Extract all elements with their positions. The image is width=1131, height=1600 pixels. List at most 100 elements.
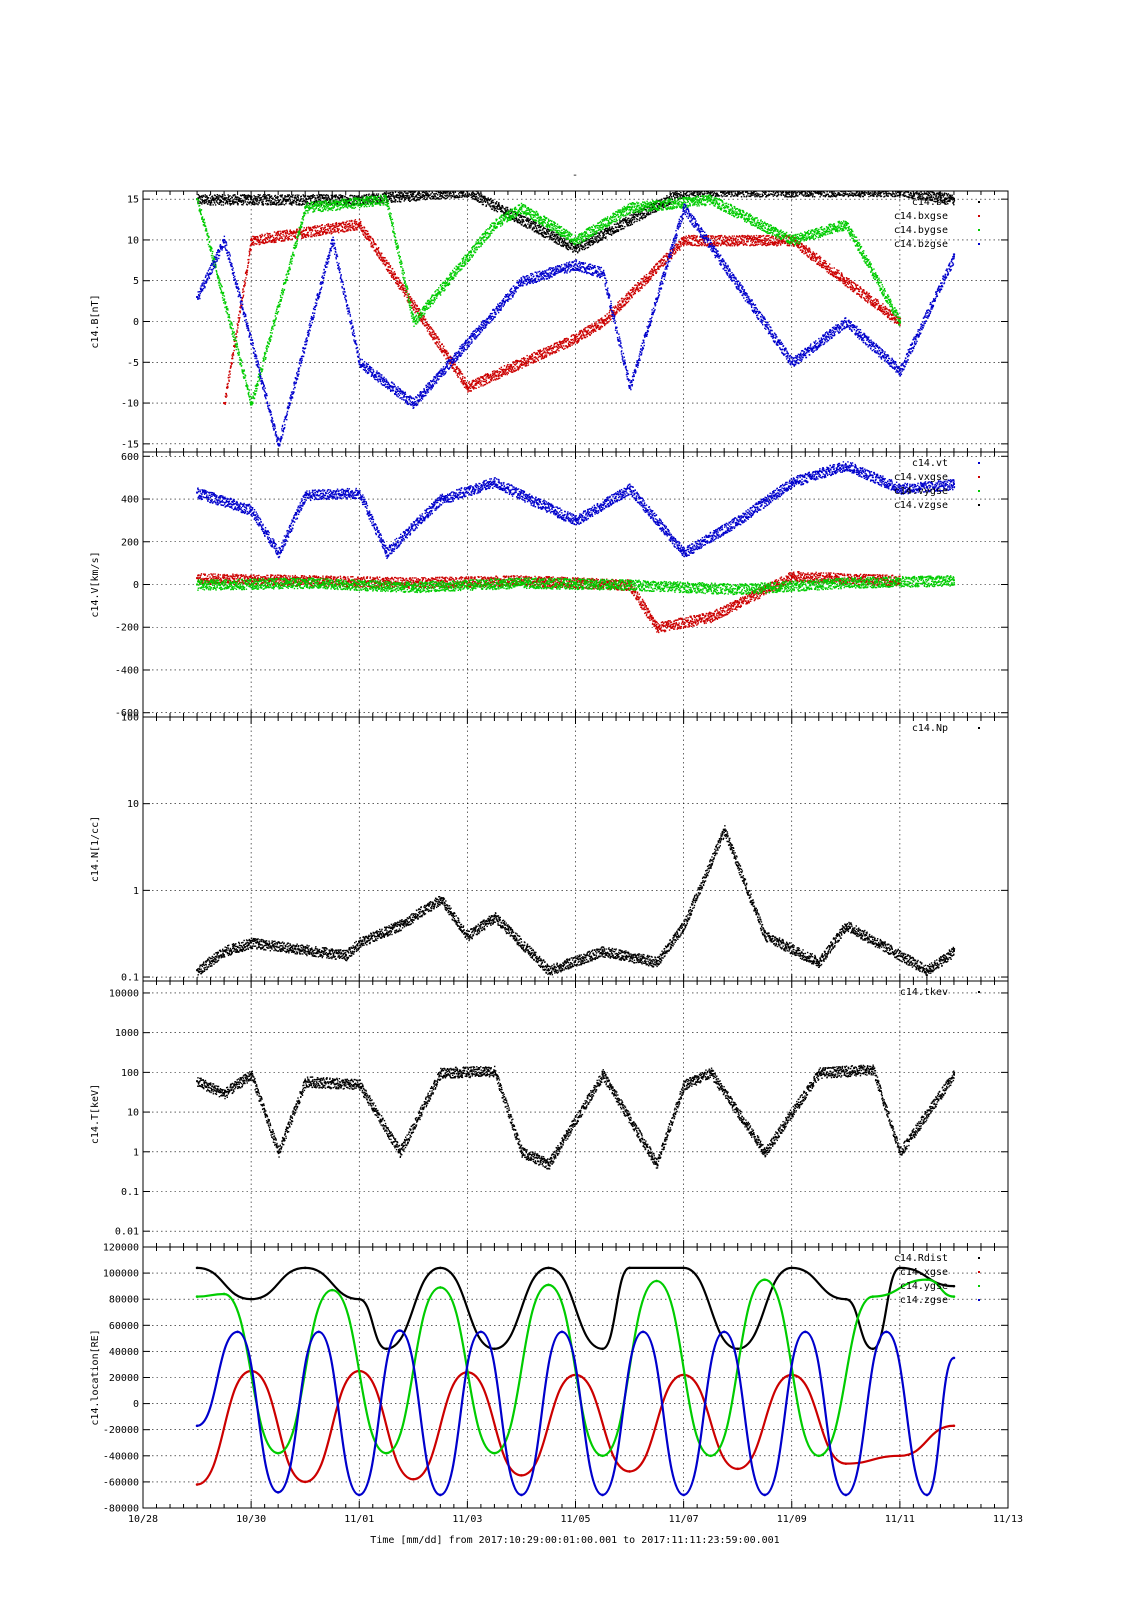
data-point — [402, 196, 404, 199]
data-point — [538, 230, 541, 232]
data-point — [907, 196, 910, 199]
data-point — [834, 192, 837, 195]
data-point — [234, 346, 236, 348]
data-point — [394, 273, 396, 276]
data-point — [464, 193, 467, 195]
data-point — [759, 196, 761, 198]
data-point — [750, 186, 751, 187]
data-point — [432, 196, 435, 198]
data-point — [701, 191, 703, 193]
data-point — [893, 189, 894, 190]
data-point — [825, 187, 826, 188]
data-point — [617, 230, 620, 233]
data-point — [357, 197, 359, 199]
data-point — [833, 191, 835, 193]
data-point — [536, 232, 538, 234]
data-point — [874, 191, 876, 193]
data-point — [737, 189, 738, 190]
data-point — [214, 198, 216, 201]
data-point — [319, 197, 321, 199]
data-point — [619, 226, 622, 228]
data-point — [612, 231, 615, 234]
data-point — [248, 258, 250, 261]
data-point — [820, 191, 823, 193]
data-point — [804, 195, 807, 197]
data-point — [476, 197, 478, 199]
data-point — [404, 197, 407, 199]
data-point — [724, 187, 725, 188]
data-point — [227, 198, 230, 201]
data-point — [847, 193, 849, 195]
data-point — [657, 206, 659, 209]
data-point — [262, 204, 264, 206]
data-point — [225, 197, 228, 199]
data-point — [306, 226, 308, 229]
data-point — [779, 191, 781, 193]
data-point — [496, 206, 498, 209]
data-point — [654, 203, 656, 206]
data-point — [435, 334, 437, 337]
data-point — [926, 196, 928, 198]
data-point — [639, 217, 641, 219]
data-point — [586, 239, 588, 241]
data-group — [196, 186, 956, 447]
data-point — [551, 230, 553, 232]
data-point — [696, 191, 698, 193]
data-point — [239, 311, 241, 314]
data-point — [271, 197, 273, 199]
data-point — [675, 196, 678, 198]
data-point — [324, 197, 326, 200]
data-point — [239, 198, 241, 200]
data-point — [459, 372, 462, 374]
data-point — [344, 195, 346, 197]
data-point — [301, 231, 303, 234]
data-point — [935, 201, 937, 203]
data-point — [418, 310, 420, 312]
data-point — [850, 187, 851, 188]
data-point — [327, 201, 330, 204]
data-point — [410, 195, 413, 198]
data-point — [563, 241, 565, 244]
data-point — [265, 196, 267, 198]
data-point — [304, 229, 306, 232]
data-point — [396, 200, 399, 203]
data-point — [339, 194, 342, 196]
data-point — [670, 193, 672, 195]
data-point — [267, 236, 270, 238]
data-point — [359, 221, 361, 224]
data-point — [678, 193, 680, 195]
data-point — [877, 188, 878, 189]
data-point — [254, 198, 257, 200]
data-point — [258, 240, 261, 242]
data-point — [674, 197, 676, 199]
data-point — [299, 229, 302, 231]
data-point — [244, 201, 247, 203]
data-point — [902, 188, 903, 189]
data-point — [819, 196, 821, 198]
data-point — [267, 194, 269, 196]
data-point — [700, 188, 701, 189]
data-point — [692, 194, 695, 196]
data-point — [427, 193, 429, 195]
data-point — [566, 244, 568, 247]
data-point — [776, 195, 779, 197]
data-point — [429, 332, 432, 334]
data-point — [662, 204, 664, 207]
data-point — [349, 224, 352, 227]
data-point — [433, 338, 436, 340]
data-point — [870, 194, 872, 197]
data-point — [824, 195, 826, 197]
data-point — [249, 248, 251, 251]
data-point — [244, 195, 247, 197]
data-point — [405, 293, 407, 296]
data-point — [260, 235, 263, 238]
data-point — [369, 235, 372, 238]
data-point — [217, 202, 219, 204]
data-point — [458, 367, 460, 370]
data-point — [224, 401, 227, 404]
data-point — [684, 189, 685, 190]
data-point — [913, 193, 916, 196]
data-point — [933, 192, 935, 195]
data-point — [243, 290, 245, 293]
data-point — [799, 186, 800, 187]
